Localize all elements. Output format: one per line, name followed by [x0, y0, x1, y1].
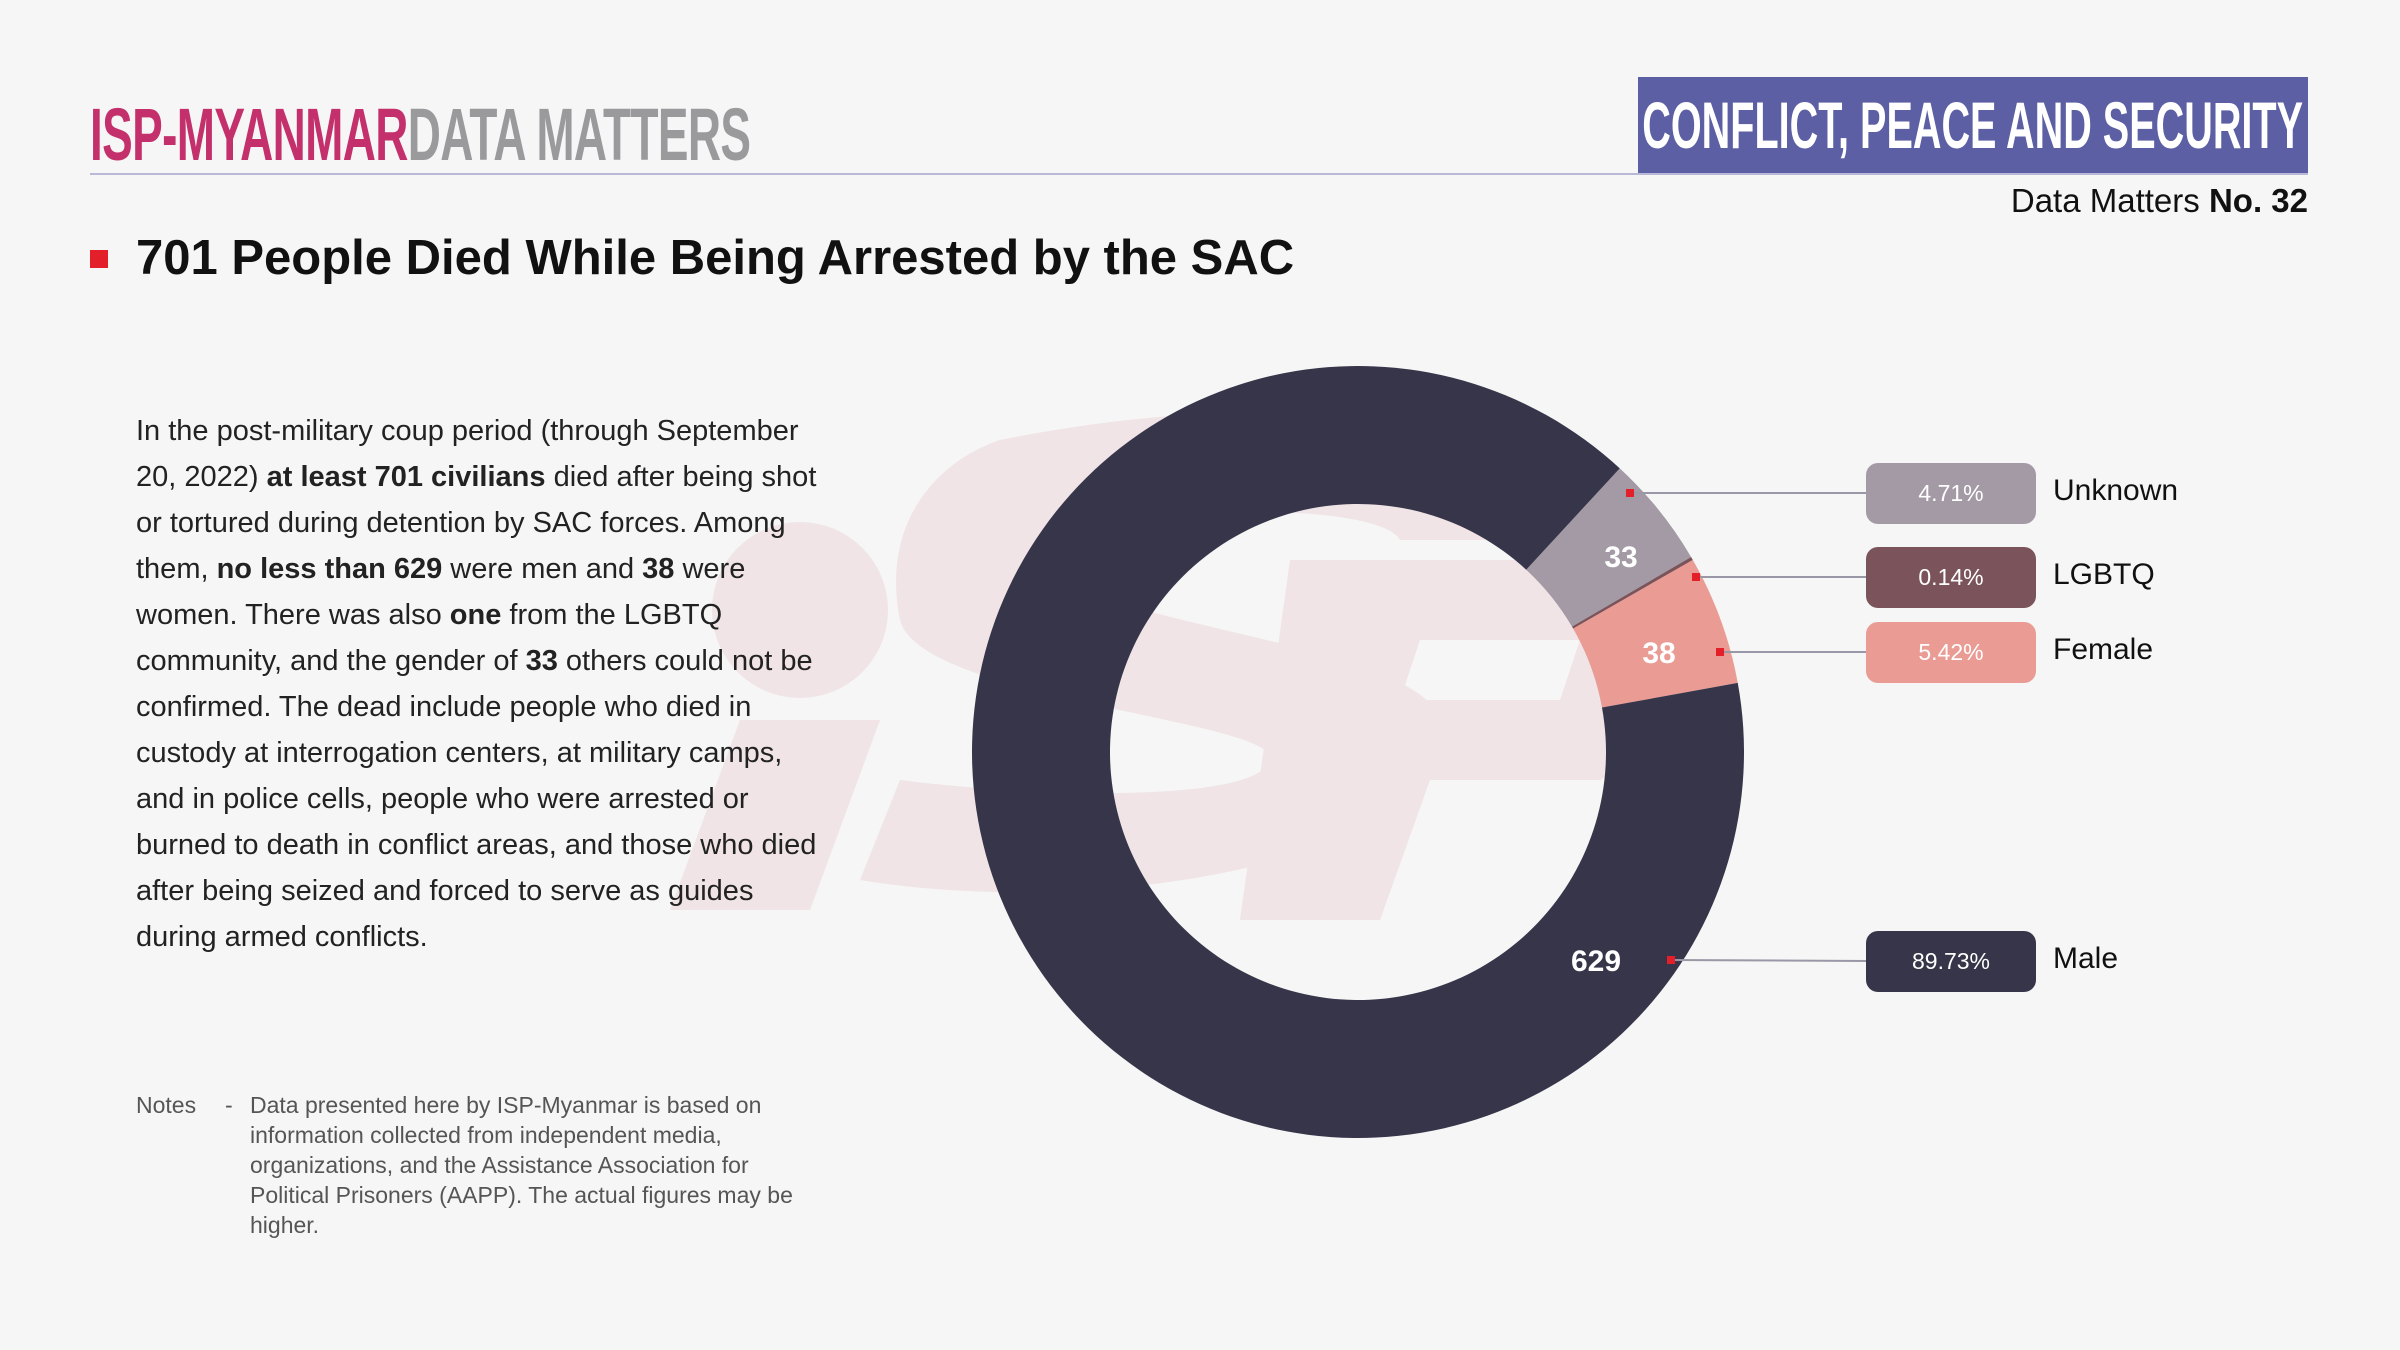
slice-lgbtq — [1572, 556, 1693, 629]
leader-line — [1670, 959, 1867, 962]
description-text: In the post-military coup period (throug… — [136, 408, 836, 960]
leader-dot — [1692, 573, 1700, 581]
notes-dash: - — [225, 1092, 233, 1118]
issue-prefix: Data Matters — [2010, 182, 2209, 219]
body-segment: others could not be confirmed. The dead … — [136, 645, 817, 953]
body-segment: at least 701 civilians — [266, 461, 546, 493]
category-banner: CONFLICT, PEACE AND SECURITY — [1638, 77, 2308, 173]
legend-percent-female: 5.42% — [1866, 622, 2036, 683]
notes: Notes - Data presented here by ISP-Myanm… — [136, 1090, 810, 1240]
leader-dot — [1716, 648, 1724, 656]
legend-percent-unknown: 4.71% — [1866, 463, 2036, 524]
legend-label-lgbtq: LGBTQ — [2053, 558, 2155, 591]
body-segment: 33 — [525, 645, 558, 677]
watermark-dot — [712, 522, 888, 698]
body-segment: were men and — [442, 553, 643, 585]
legend-label-male: Male — [2053, 942, 2119, 975]
body-segment: no less than 629 — [216, 553, 443, 585]
notes-text: Data presented here by ISP-Myanmar is ba… — [250, 1092, 793, 1238]
leader-dot — [1626, 489, 1634, 497]
body-segment: died after being shot or tortured during… — [136, 461, 817, 585]
slice-label: 38 — [1642, 637, 1675, 670]
legend-label-female: Female — [2053, 633, 2154, 666]
slice-male — [971, 366, 1744, 1138]
body-segment: In the post-military coup period (throug… — [136, 415, 799, 493]
body-segment: from the LGBTQ community, and the gender… — [136, 599, 723, 677]
header-divider — [90, 173, 2308, 175]
body-segment: 38 — [642, 553, 675, 585]
title-marker — [90, 250, 108, 268]
slice-unknown — [1526, 468, 1692, 627]
slice-label: 33 — [1604, 541, 1637, 574]
watermark-stem — [670, 720, 880, 910]
issue-number-value: No. 32 — [2208, 182, 2308, 219]
body-segment: one — [449, 599, 502, 631]
leader-dot — [1667, 956, 1675, 964]
legend-label-unknown: Unknown — [2053, 474, 2179, 507]
legend-percent-male: 89.73% — [1866, 931, 2036, 992]
slice-female — [1573, 559, 1738, 708]
brand-logo: ISP-MYANMARDATA MATTERS — [90, 93, 751, 176]
issue-number: Data Matters No. 32 — [2011, 182, 2308, 220]
slice-label: 629 — [1571, 945, 1621, 978]
legend-percent-lgbtq: 0.14% — [1866, 547, 2036, 608]
body-segment: were women. There was also — [136, 553, 746, 631]
page-title: 701 People Died While Being Arrested by … — [136, 231, 1295, 285]
notes-label: Notes — [136, 1092, 197, 1118]
